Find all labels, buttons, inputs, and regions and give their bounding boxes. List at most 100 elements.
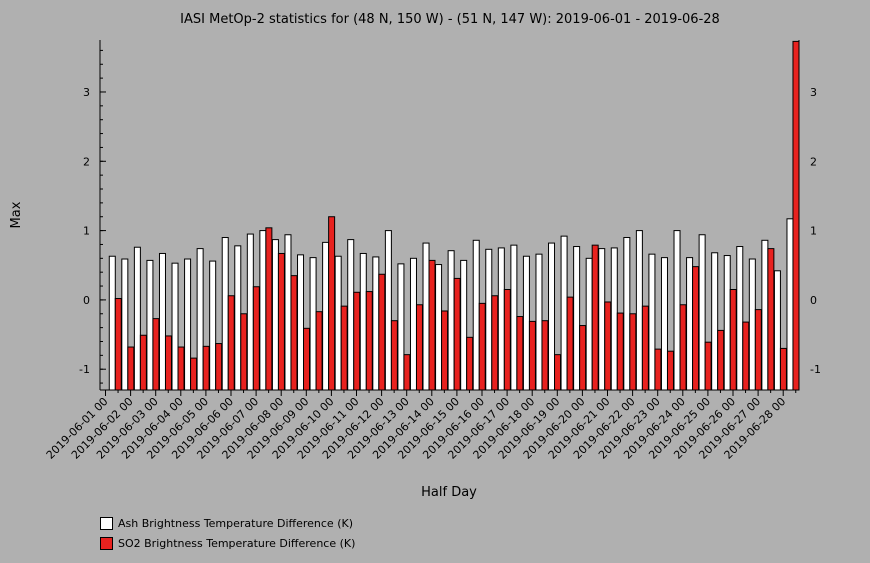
legend-item-so2: SO2 Brightness Temperature Difference (K… (100, 533, 355, 553)
y-tick-label-right: -1 (810, 363, 821, 376)
bar-ash (234, 245, 242, 391)
y-tick-label-right: 0 (810, 294, 817, 307)
bar-so2 (792, 40, 800, 391)
bar-ash (184, 258, 192, 391)
bar-ash (322, 241, 330, 391)
bar-ash (560, 235, 568, 391)
bar-so2 (403, 354, 411, 391)
bar-so2 (315, 311, 323, 391)
bar-so2 (353, 291, 361, 391)
bar-ash (259, 230, 267, 391)
bar-ash (573, 246, 581, 391)
bar-ash (598, 248, 606, 391)
bar-so2 (579, 325, 587, 391)
bar-ash (510, 244, 518, 391)
bar-so2 (591, 244, 599, 391)
bar-ash (635, 230, 643, 391)
y-tick-label: -1 (79, 363, 90, 376)
bar-ash (334, 255, 342, 391)
bar-ash (522, 255, 530, 391)
y-tick-label-right: 1 (810, 225, 817, 238)
bar-ash (196, 248, 204, 391)
bar-so2 (365, 291, 373, 391)
bar-so2 (303, 327, 311, 391)
bar-ash (748, 258, 756, 391)
bar-so2 (717, 329, 725, 391)
bar-ash (246, 233, 254, 391)
y-axis-label: Max (9, 201, 24, 228)
bar-so2 (265, 227, 273, 391)
y-tick-label: 3 (83, 86, 90, 99)
bar-ash (472, 239, 480, 391)
bar-so2 (629, 313, 637, 391)
y-tick-label: 0 (83, 294, 90, 307)
bar-ash (397, 263, 405, 391)
bar-ash (711, 252, 719, 391)
bar-so2 (190, 357, 198, 391)
bar-ash (698, 234, 706, 391)
bar-so2 (528, 320, 536, 391)
bar-so2 (441, 310, 449, 391)
x-axis-label: Half Day (421, 485, 477, 500)
bar-ash (284, 234, 292, 391)
bar-so2 (240, 313, 248, 391)
bar-ash (271, 239, 279, 391)
bar-so2 (503, 289, 511, 391)
legend-swatch-ash (100, 516, 113, 530)
bar-so2 (779, 347, 787, 391)
bar-so2 (754, 309, 762, 391)
bar-ash (108, 255, 116, 391)
bar-ash (786, 218, 794, 391)
bar-so2 (742, 321, 750, 391)
bar-so2 (390, 320, 398, 391)
bar-so2 (654, 348, 662, 391)
bar-so2 (215, 343, 223, 391)
bar-so2 (328, 216, 336, 391)
bar-ash (359, 252, 367, 391)
bar-so2 (554, 354, 562, 391)
bar-ash (435, 264, 443, 391)
bar-so2 (415, 304, 423, 391)
bar-so2 (164, 335, 172, 391)
chart-title: IASI MetOp-2 statistics for (48 N, 150 W… (180, 12, 720, 27)
legend-item-ash: Ash Brightness Temperature Difference (K… (100, 513, 355, 533)
bar-so2 (177, 346, 185, 391)
bar-ash (372, 256, 380, 391)
bar-so2 (378, 273, 386, 391)
bar-ash (460, 259, 468, 391)
bar-so2 (277, 252, 285, 391)
bar-ash (673, 230, 681, 391)
bar-ash (535, 253, 543, 391)
bar-so2 (692, 266, 700, 391)
bar-ash (497, 247, 505, 391)
bar-ash (209, 260, 217, 391)
bar-so2 (704, 341, 712, 391)
bar-ash (297, 254, 305, 391)
y-tick-label-right: 3 (810, 86, 817, 99)
bar-so2 (453, 277, 461, 391)
bar-so2 (729, 289, 737, 391)
bar-ash (761, 239, 769, 391)
y-tick-label: 2 (83, 155, 90, 168)
bar-so2 (202, 345, 210, 391)
bar-so2 (679, 304, 687, 391)
legend: Ash Brightness Temperature Difference (K… (100, 513, 355, 553)
bar-so2 (478, 302, 486, 391)
bar-ash (158, 252, 166, 391)
bar-so2 (428, 259, 436, 391)
bar-so2 (566, 296, 574, 391)
bar-ash (648, 253, 656, 391)
bar-so2 (152, 318, 160, 391)
bar-ash (610, 247, 618, 391)
bar-ash (623, 237, 631, 391)
bar-so2 (139, 334, 147, 391)
y-tick-label: 1 (83, 225, 90, 238)
bar-ash (422, 242, 430, 391)
bar-ash (660, 257, 668, 391)
legend-swatch-so2 (100, 536, 113, 550)
bar-ash (723, 255, 731, 391)
bar-ash (548, 242, 556, 391)
bar-ash (347, 239, 355, 391)
legend-label-ash: Ash Brightness Temperature Difference (K… (118, 516, 353, 530)
